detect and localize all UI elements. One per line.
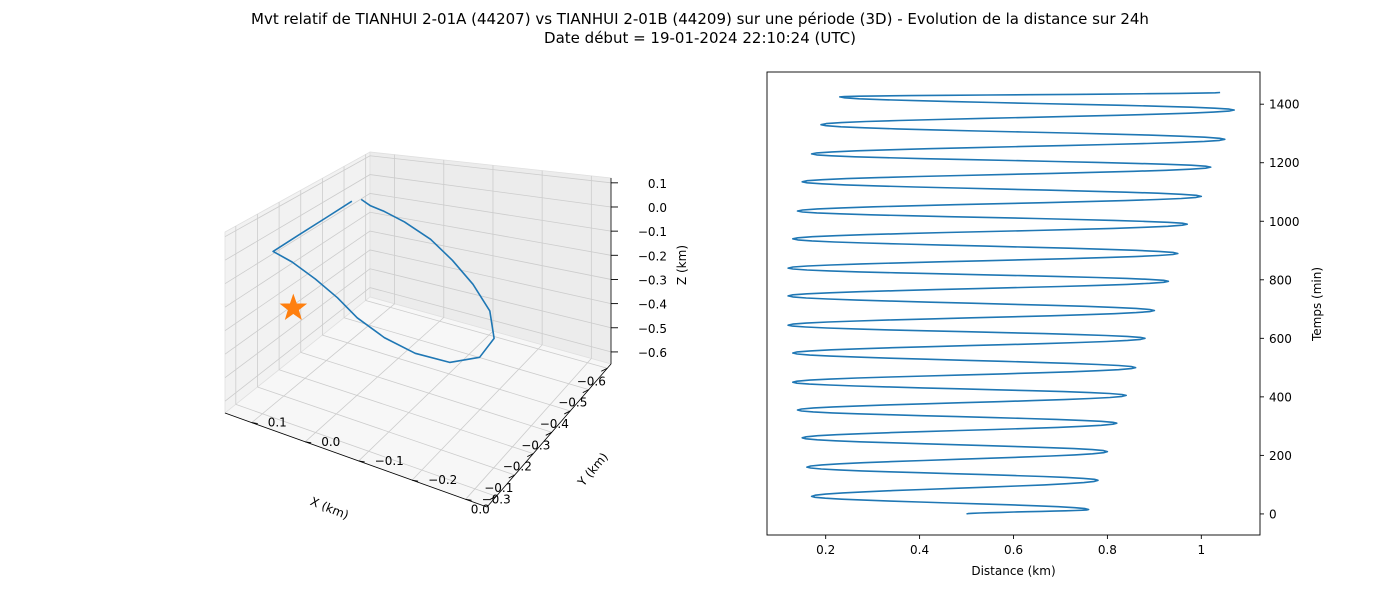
y-tick-label: 600 (1269, 332, 1292, 346)
y-tick-label: 0.0 (321, 435, 340, 449)
y-tick-label: 1400 (1269, 98, 1300, 112)
y-tick-label: 0 (1269, 507, 1277, 521)
y-axis-label: Y (km) (574, 450, 611, 490)
y-axis-line (486, 363, 612, 508)
x-tick-mark (490, 495, 497, 500)
x-tick-mark (545, 431, 552, 436)
x-gridline-floor (257, 386, 515, 476)
x-tick-label: 1 (1197, 543, 1205, 557)
x-gridline-floor (278, 369, 534, 455)
x-tick-mark (564, 410, 571, 415)
y-gridline-floor (411, 344, 543, 481)
z-gridline (224, 287, 612, 402)
x-axis-label: X (km) (308, 494, 350, 522)
z-gridline (224, 193, 612, 285)
x-tick-mark (508, 474, 515, 479)
z-gridline (224, 230, 612, 332)
figure-title: Mvt relatif de TIANHUI 2-01A (44207) vs … (251, 10, 1149, 28)
figure-title-block: Mvt relatif de TIANHUI 2-01A (44207) vs … (0, 10, 1400, 48)
z-gridline (224, 268, 612, 379)
x-gridline-floor (343, 317, 589, 390)
x-axis-label: Distance (km) (971, 564, 1055, 578)
z-gridline (224, 155, 612, 238)
y-tick-label: 1000 (1269, 215, 1300, 229)
z-tick-label: −0.2 (638, 249, 667, 263)
x-gridline-floor (365, 300, 608, 369)
z-gridline (224, 174, 612, 261)
z-tick-label: −0.5 (638, 322, 667, 336)
z-tick-label: 0.0 (648, 201, 667, 215)
z-tick-label: −0.6 (638, 346, 667, 360)
plot-3d-trajectory: −0.6−0.5−0.4−0.3−0.2−0.10.0−0.3−0.2−0.10… (224, 151, 689, 522)
series-line-0 (272, 198, 495, 364)
x-gridline-floor (235, 403, 497, 497)
figure-subtitle: Date début = 19-01-2024 22:10:24 (UTC) (544, 29, 856, 47)
y-gridline-floor (304, 317, 445, 443)
y-gridline-floor (465, 358, 592, 500)
plot-distance-vs-time: 0.2 0.4 0.6 0.8 1 0 200 400 600 800 1000 1200 1400 Di… (766, 71, 1324, 578)
x-tick-label: 0.4 (910, 543, 929, 557)
x-tick-mark (601, 367, 608, 372)
y-tick-label: −0.3 (482, 492, 511, 506)
star-marker (279, 293, 308, 320)
x-tick-label: 0.8 (1098, 543, 1117, 557)
y-tick-label: 1200 (1269, 156, 1300, 170)
z-gridline (224, 249, 612, 355)
x-gridline-floor (322, 334, 571, 412)
x-tick-label: 0.0 (471, 502, 490, 516)
y-tick-label: 200 (1269, 449, 1292, 463)
y-tick-label: −0.2 (428, 473, 457, 487)
y-tick-label: 800 (1269, 273, 1292, 287)
distance-curve-0 (787, 91, 1235, 515)
y-tick-label: 400 (1269, 390, 1292, 404)
z-tick-label: −0.3 (638, 273, 667, 287)
x-gridline-floor (300, 352, 552, 433)
z-gridline (224, 211, 612, 308)
y-gridline-floor (251, 303, 395, 423)
y-tick-label: −0.1 (375, 454, 404, 468)
z-tick-label: 0.1 (648, 177, 667, 191)
z-tick-label: −0.1 (638, 225, 667, 239)
y-gridline-floor (358, 330, 494, 462)
x-tick-label: 0.6 (1004, 543, 1023, 557)
x-tick-label: 0.2 (816, 543, 835, 557)
x-tick-mark (527, 453, 534, 458)
z-axis-label: Z (km) (675, 245, 689, 285)
x-tick-mark (582, 389, 589, 394)
y-axis-label: Temps (min) (1310, 267, 1324, 342)
y-tick-label: 0.1 (268, 416, 287, 430)
x-axis-line (224, 412, 488, 508)
z-tick-label: −0.4 (638, 298, 667, 312)
